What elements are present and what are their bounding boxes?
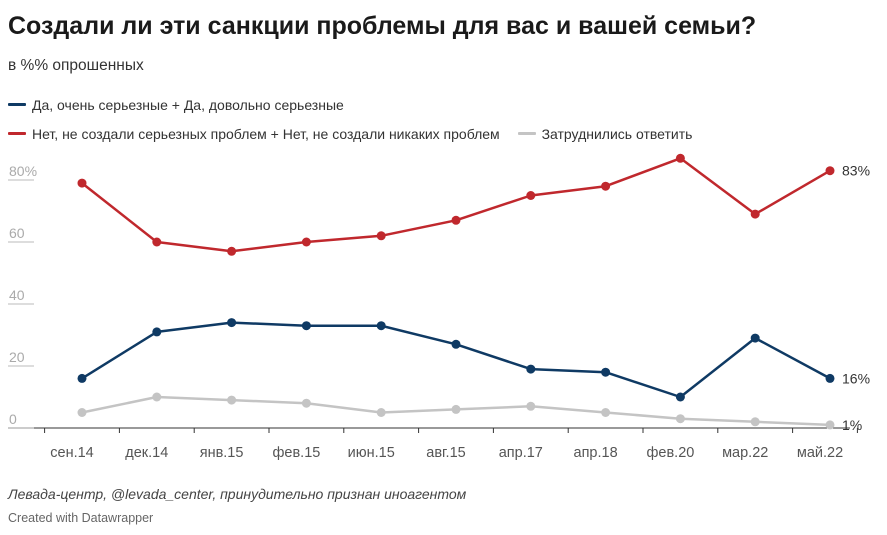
y-tick-label-2: 40: [9, 287, 25, 303]
series-2-point-7: [601, 408, 611, 417]
series-1-point-7: [601, 181, 611, 191]
legend-swatch-undecided: [517, 132, 536, 135]
series-2-point-0: [77, 408, 87, 417]
x-tick-label-6: апр.17: [499, 445, 543, 461]
series-0-point-8: [675, 392, 685, 402]
series-0-point-2: [227, 318, 237, 328]
series-2-point-10: [825, 420, 835, 430]
legend-row-2: Нет, не создали серьезных проблем + Нет,…: [8, 122, 706, 142]
series-2-end-label: 1%: [842, 417, 862, 433]
x-tick-label-5: авг.15: [426, 445, 465, 461]
y-tick-label-3: 20: [9, 349, 25, 365]
series-0-point-9: [750, 333, 760, 343]
legend-label-not-serious: Нет, не создали серьезных проблем + Нет,…: [32, 125, 500, 142]
series-2-point-2: [227, 395, 237, 405]
line-chart: 80% 60 40 20 0 сен.14 дек.14 янв.15 фев.15 июн.15…: [8, 153, 870, 461]
legend-label-serious: Да, очень серьезные + Да, довольно серье…: [32, 96, 344, 113]
series-0-point-3: [301, 321, 311, 331]
series-2-point-1: [152, 392, 162, 402]
legend-swatch-not-serious: [8, 132, 26, 135]
series-1-point-3: [301, 237, 311, 247]
series-1-point-1: [152, 237, 162, 247]
series-0-point-5: [451, 339, 461, 349]
y-tick-label-1: 60: [9, 225, 25, 241]
series-line-1: [81, 157, 831, 253]
series-2-point-8: [675, 414, 685, 424]
x-tick-label-8: фев.20: [646, 445, 694, 461]
series-2-point-9: [750, 417, 760, 427]
x-tick-label-4: июн.15: [348, 445, 395, 461]
series-1-point-9: [750, 209, 760, 219]
x-tick-label-0: сен.14: [50, 445, 93, 461]
series-0-point-4: [376, 321, 386, 331]
series-0-point-6: [526, 364, 536, 374]
series-0-end-label: 16%: [842, 370, 870, 386]
series-1-point-6: [526, 191, 536, 200]
x-tick-label-1: дек.14: [125, 445, 168, 461]
y-tick-label-0: 80%: [9, 163, 37, 179]
legend-item-serious: Да, очень серьезные + Да, довольно серье…: [8, 97, 344, 113]
series-0-point-10: [825, 373, 835, 383]
series-2-point-4: [376, 408, 386, 417]
y-tick-label-4: 0: [9, 411, 17, 427]
datawrapper-credit: Created with Datawrapper: [8, 511, 154, 525]
series-1-point-0: [77, 178, 87, 188]
series-2-point-6: [526, 401, 536, 411]
series-1-point-8: [675, 153, 685, 163]
series-2-point-5: [451, 404, 461, 414]
series-line-0: [81, 321, 831, 399]
x-tick-label-2: янв.15: [200, 445, 244, 461]
series-1-end-label: 83%: [842, 163, 870, 179]
x-tick-label-9: мар.22: [722, 445, 768, 461]
x-tick-label-7: апр.18: [574, 445, 618, 461]
legend-item-undecided: Затруднились ответить: [517, 125, 693, 142]
series-2-point-3: [301, 398, 311, 408]
source-note: Левада-центр, @levada_center, принудител…: [8, 486, 467, 502]
chart-title: Создали ли эти санкции проблемы для вас …: [8, 12, 757, 40]
series-0-point-7: [601, 367, 611, 377]
series-0-point-0: [77, 373, 87, 383]
series-1-point-2: [227, 246, 237, 256]
series-1-point-5: [451, 215, 461, 225]
legend-row-1: Да, очень серьезные + Да, довольно серье…: [8, 93, 358, 113]
legend-swatch-serious: [8, 103, 26, 106]
chart-subtitle: в %% опрошенных: [8, 57, 144, 74]
x-tick-label-10: май.22: [797, 445, 843, 461]
series-1-point-10: [825, 166, 835, 176]
x-tick-label-3: фев.15: [272, 445, 320, 461]
legend-label-undecided: Затруднились ответить: [541, 125, 693, 142]
legend-item-not-serious: Нет, не создали серьезных проблем + Нет,…: [8, 126, 500, 142]
series-1-point-4: [376, 231, 386, 241]
series-0-point-1: [152, 327, 162, 337]
